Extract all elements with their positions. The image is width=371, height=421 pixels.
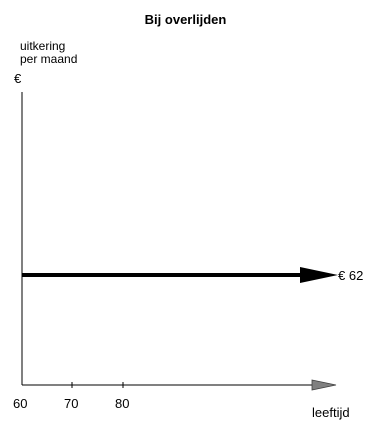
series-value-label: € 62 bbox=[338, 268, 364, 283]
x-axis-arrow bbox=[311, 379, 337, 391]
y-axis-unit: € bbox=[14, 71, 22, 86]
benefit-line-arrowhead bbox=[300, 267, 338, 283]
x-tick-label-80: 80 bbox=[115, 396, 130, 411]
y-axis-label-line-2: per maand bbox=[20, 52, 78, 66]
x-tick-label-70: 70 bbox=[64, 396, 79, 411]
x-tick-label-60: 60 bbox=[13, 396, 28, 411]
y-axis-label-line-1: uitkering bbox=[20, 39, 66, 53]
x-axis-label: leeftijd bbox=[312, 405, 350, 420]
chart-title: Bij overlijden bbox=[144, 12, 227, 27]
